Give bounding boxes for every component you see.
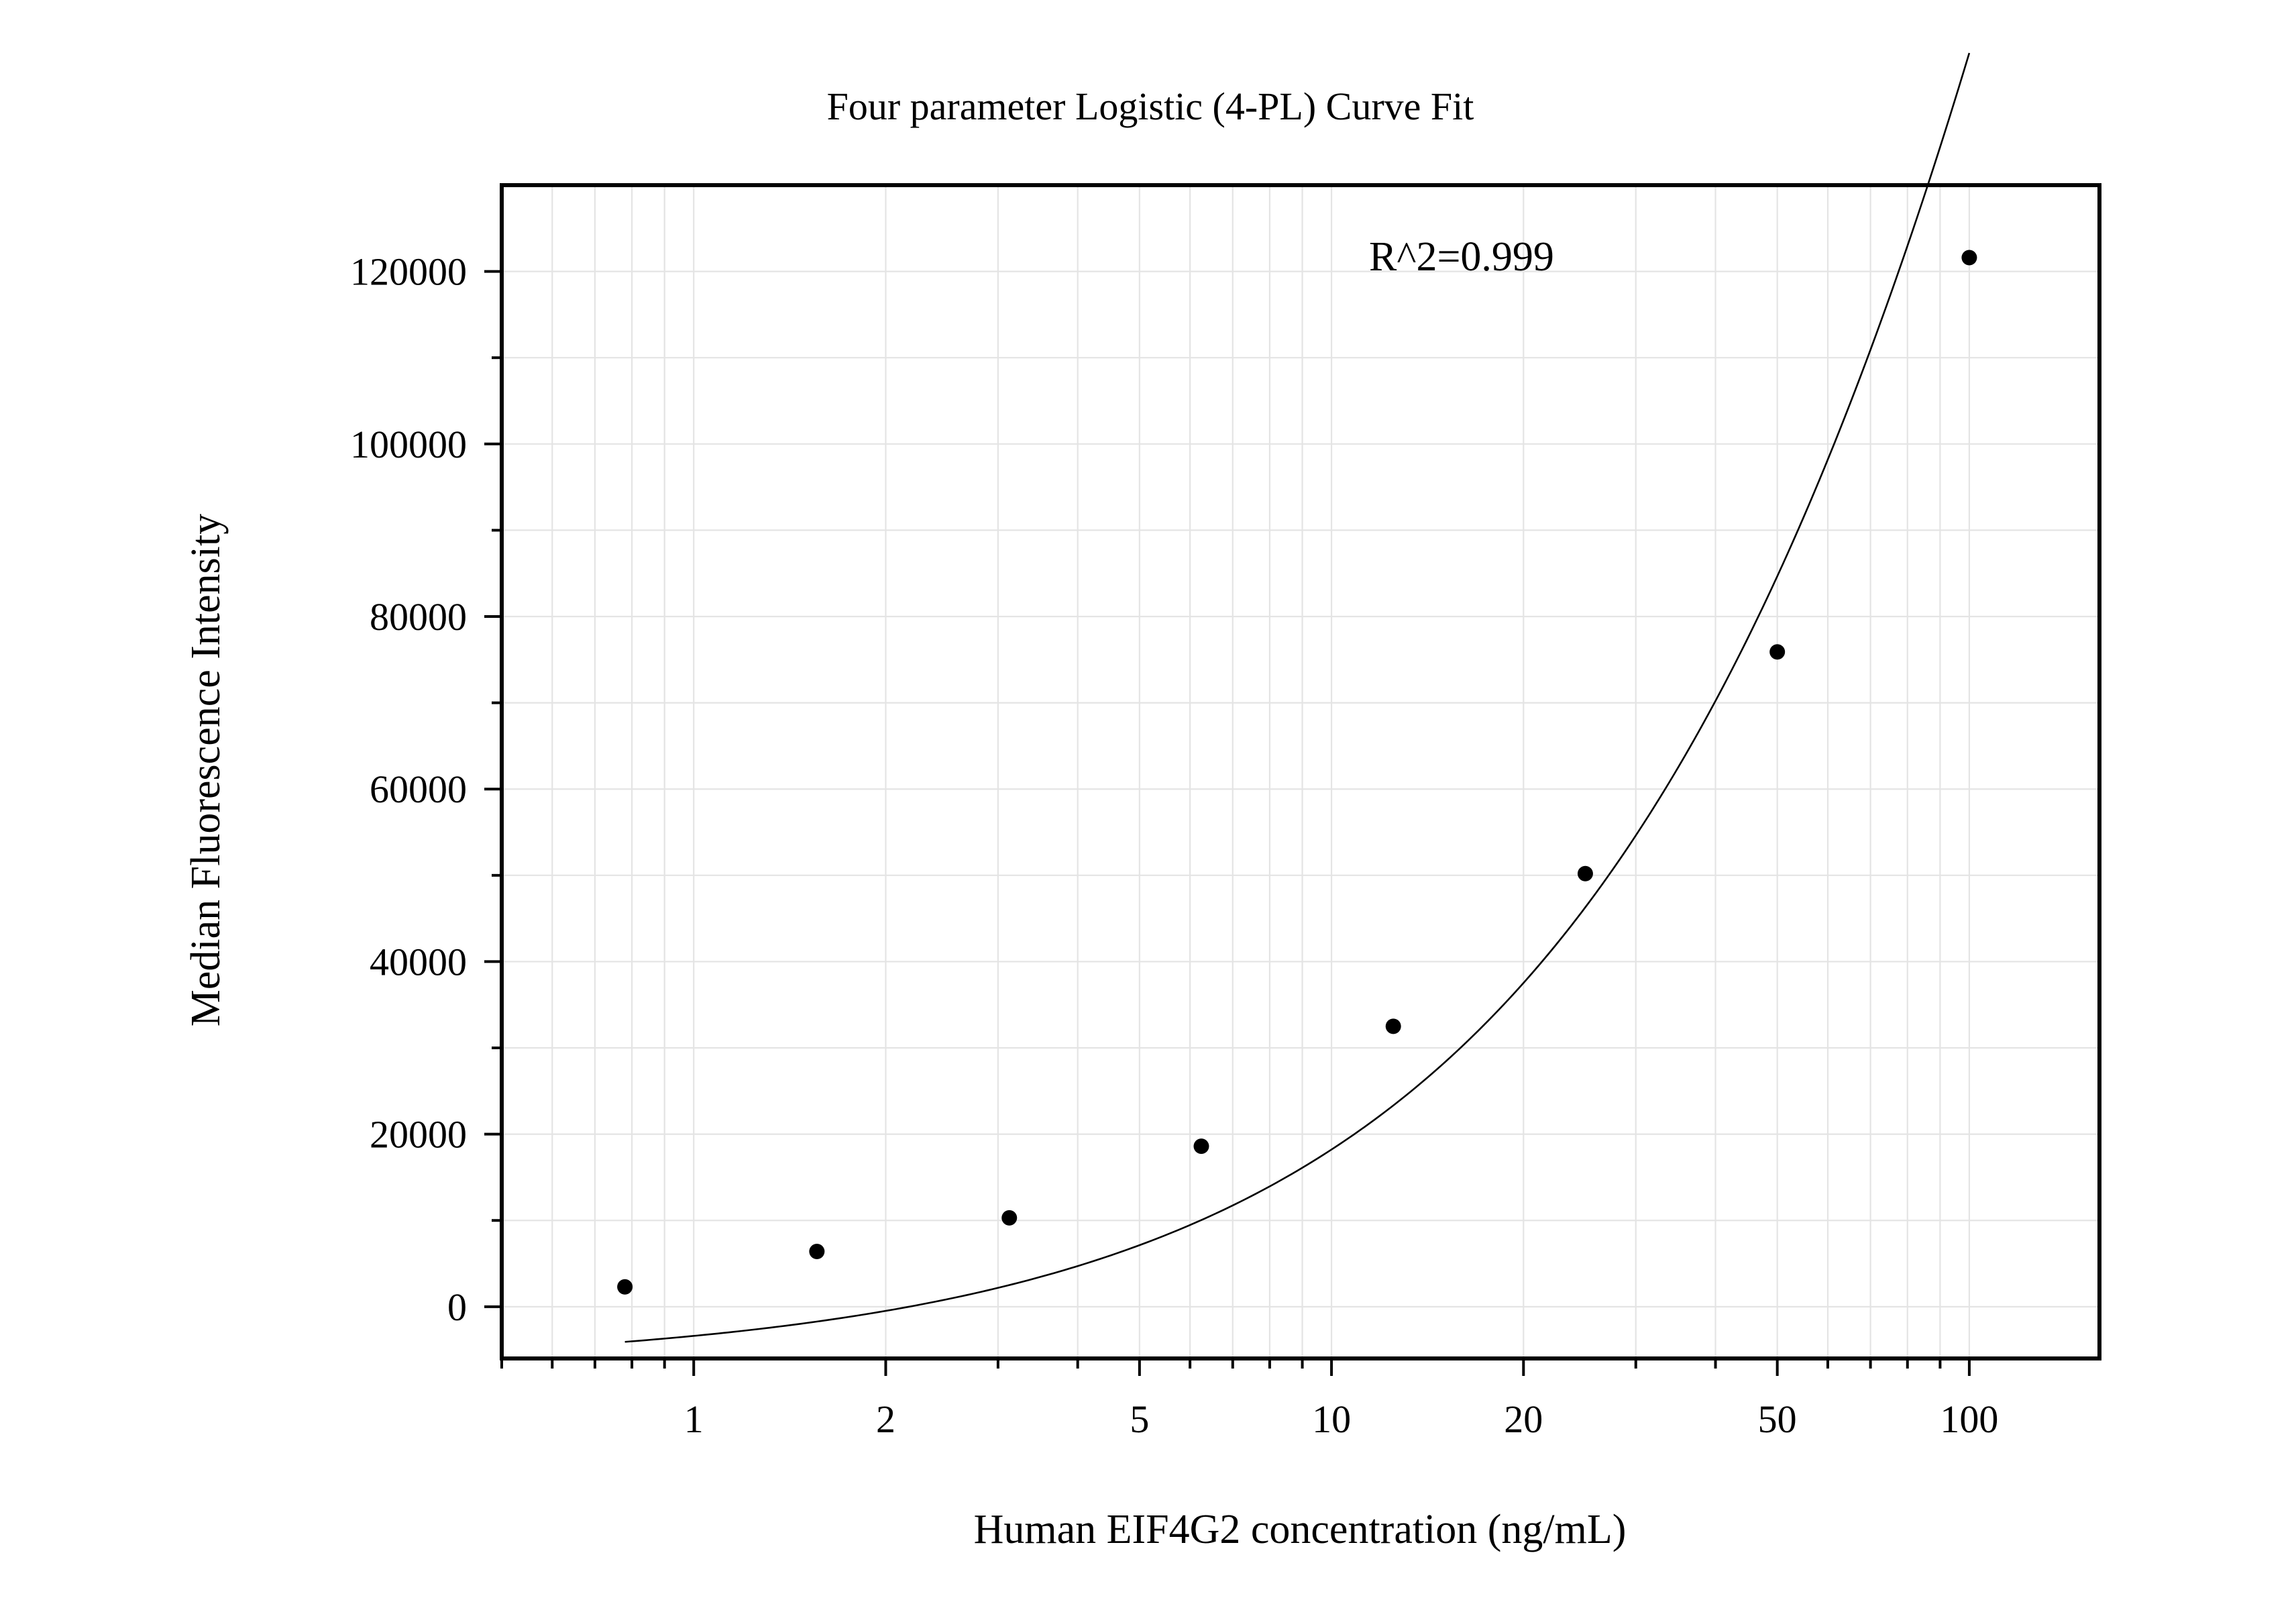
x-tick-label: 100: [1940, 1397, 1998, 1441]
chart-title: Four parameter Logistic (4-PL) Curve Fit: [827, 85, 1474, 128]
y-tick-label: 60000: [370, 767, 467, 811]
x-tick-label: 50: [1758, 1397, 1797, 1441]
y-tick-label: 40000: [370, 940, 467, 983]
y-tick-label: 120000: [350, 250, 467, 294]
plot-frame: [500, 183, 2101, 1360]
data-point: [809, 1244, 825, 1260]
data-point: [1577, 865, 1593, 881]
y-tick-label: 20000: [370, 1113, 467, 1157]
x-tick-label: 5: [1130, 1397, 1149, 1441]
data-point: [617, 1279, 633, 1295]
data-point: [1385, 1018, 1401, 1034]
data-point: [1193, 1138, 1209, 1155]
y-axis-label: Median Fluorescence Intensity: [183, 514, 229, 1026]
x-axis-label: Human EIF4G2 concentration (ng/mL): [974, 1507, 1627, 1552]
r-squared-annotation: R^2=0.999: [1369, 234, 1554, 280]
y-tick-label: 0: [447, 1285, 467, 1329]
y-tick-label: 100000: [350, 423, 467, 466]
fit-curve: [624, 52, 1971, 1343]
x-tick-label: 10: [1312, 1397, 1351, 1441]
x-tick-label: 2: [876, 1397, 895, 1441]
y-tick-label: 80000: [370, 595, 467, 639]
data-points: [617, 250, 1977, 1295]
x-tick-label: 1: [684, 1397, 704, 1441]
grid-lines: [500, 185, 2099, 1358]
data-point: [1961, 250, 1977, 266]
axis-ticks: [484, 270, 1971, 1376]
data-point: [1001, 1210, 1018, 1226]
y-tick-labels: 0 20000 40000 60000 80000 100000 120000: [350, 250, 467, 1329]
x-tick-label: 20: [1504, 1397, 1543, 1441]
x-tick-labels: 1 2 5 10 20 50 100: [684, 1397, 1999, 1441]
data-point: [1769, 644, 1786, 660]
